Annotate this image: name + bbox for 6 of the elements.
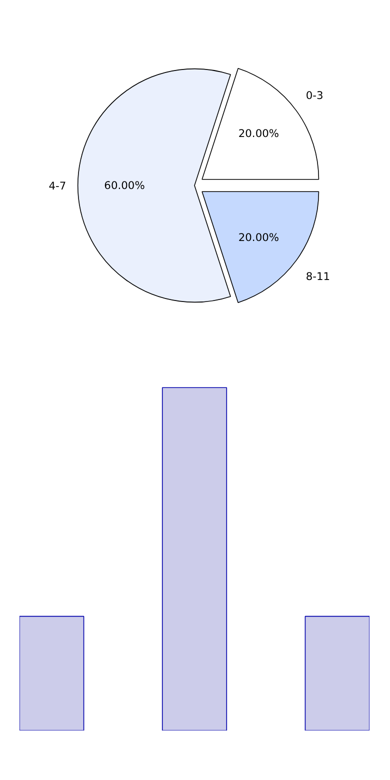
slice-label: 4-7 bbox=[48, 180, 66, 192]
data-label: 20.00% bbox=[238, 126, 280, 140]
slice-label: 0-3 bbox=[306, 89, 324, 102]
data-label: 60.00% bbox=[104, 179, 145, 192]
slice-label: 8-11 bbox=[306, 270, 330, 283]
data-label: 20.00% bbox=[238, 231, 280, 244]
